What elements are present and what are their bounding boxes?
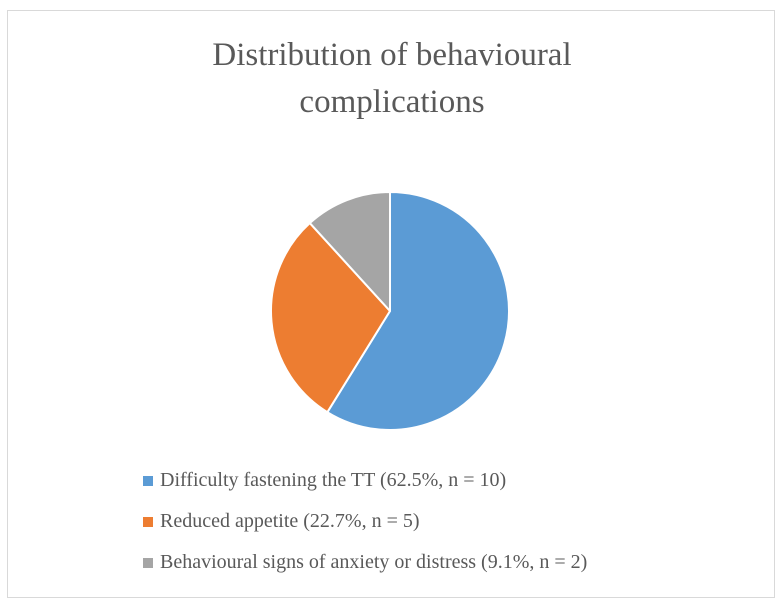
legend-item-reduced-appetite: Reduced appetite (22.7%, n = 5) bbox=[143, 501, 763, 542]
pie-plot bbox=[270, 191, 510, 431]
legend-label: Behavioural signs of anxiety or distress… bbox=[160, 551, 588, 573]
legend-swatch-gray bbox=[143, 557, 153, 568]
chart-title: Distribution of behavioural complication… bbox=[0, 32, 784, 126]
pie-slice-anxiety-distress bbox=[308, 191, 391, 312]
legend-label: Difficulty fastening the TT (62.5%, n = … bbox=[160, 469, 507, 491]
pie-slice-difficulty-fastening bbox=[326, 191, 510, 431]
chart-title-line-1: Distribution of behavioural bbox=[212, 37, 572, 73]
chart-title-line-2: complications bbox=[299, 84, 485, 120]
legend-label: Reduced appetite (22.7%, n = 5) bbox=[160, 510, 420, 532]
legend-swatch-orange bbox=[143, 516, 153, 527]
legend-item-anxiety-distress: Behavioural signs of anxiety or distress… bbox=[143, 542, 763, 583]
legend: Difficulty fastening the TT (62.5%, n = … bbox=[143, 460, 763, 583]
legend-item-difficulty-fastening: Difficulty fastening the TT (62.5%, n = … bbox=[143, 460, 763, 501]
pie-slice-reduced-appetite bbox=[270, 222, 391, 414]
legend-swatch-blue bbox=[143, 475, 153, 486]
